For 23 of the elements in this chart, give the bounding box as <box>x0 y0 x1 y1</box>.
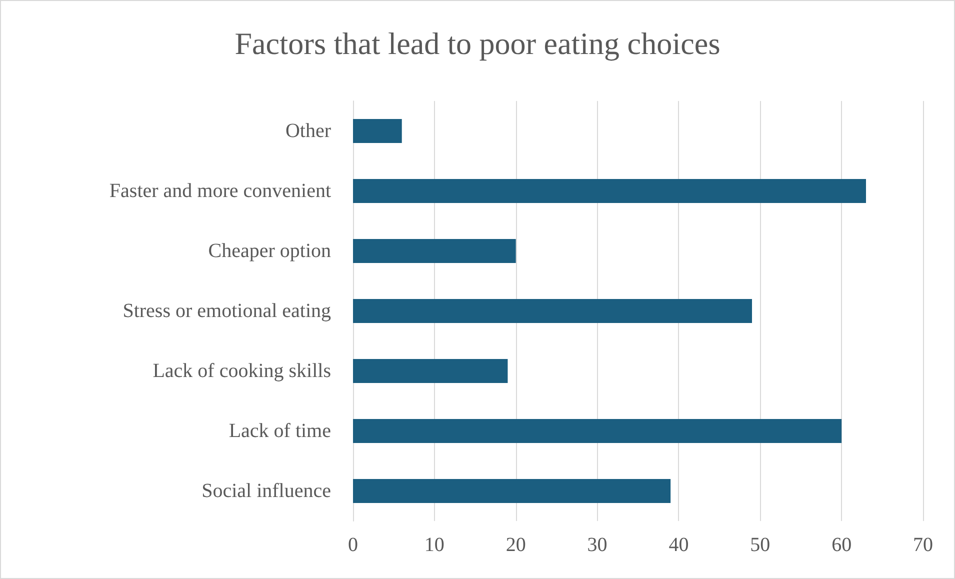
bar <box>353 419 842 443</box>
bar <box>353 179 866 203</box>
bar <box>353 239 516 263</box>
x-tick-label: 10 <box>424 534 444 556</box>
x-tick-label: 50 <box>750 534 770 556</box>
bar <box>353 299 752 323</box>
y-tick-label: Lack of cooking skills <box>152 360 332 382</box>
bar <box>353 359 508 383</box>
bar <box>353 479 671 503</box>
y-tick-label: Cheaper option <box>208 240 331 262</box>
y-tick-label: Lack of time <box>228 420 332 442</box>
y-tick-label: Faster and more convenient <box>109 180 332 202</box>
x-tick-label: 20 <box>506 534 526 556</box>
y-tick-label: Other <box>285 120 332 142</box>
x-tick-label: 30 <box>587 534 608 556</box>
x-tick-label: 70 <box>913 534 933 556</box>
y-tick-label: Social influence <box>202 480 332 502</box>
y-tick-label: Stress or emotional eating <box>122 300 331 322</box>
chart-title: Factors that lead to poor eating choices <box>234 26 720 61</box>
x-tick-label: 40 <box>668 534 689 556</box>
x-tick-label: 0 <box>348 534 358 556</box>
bar <box>353 119 402 143</box>
x-tick-label: 60 <box>832 534 852 556</box>
